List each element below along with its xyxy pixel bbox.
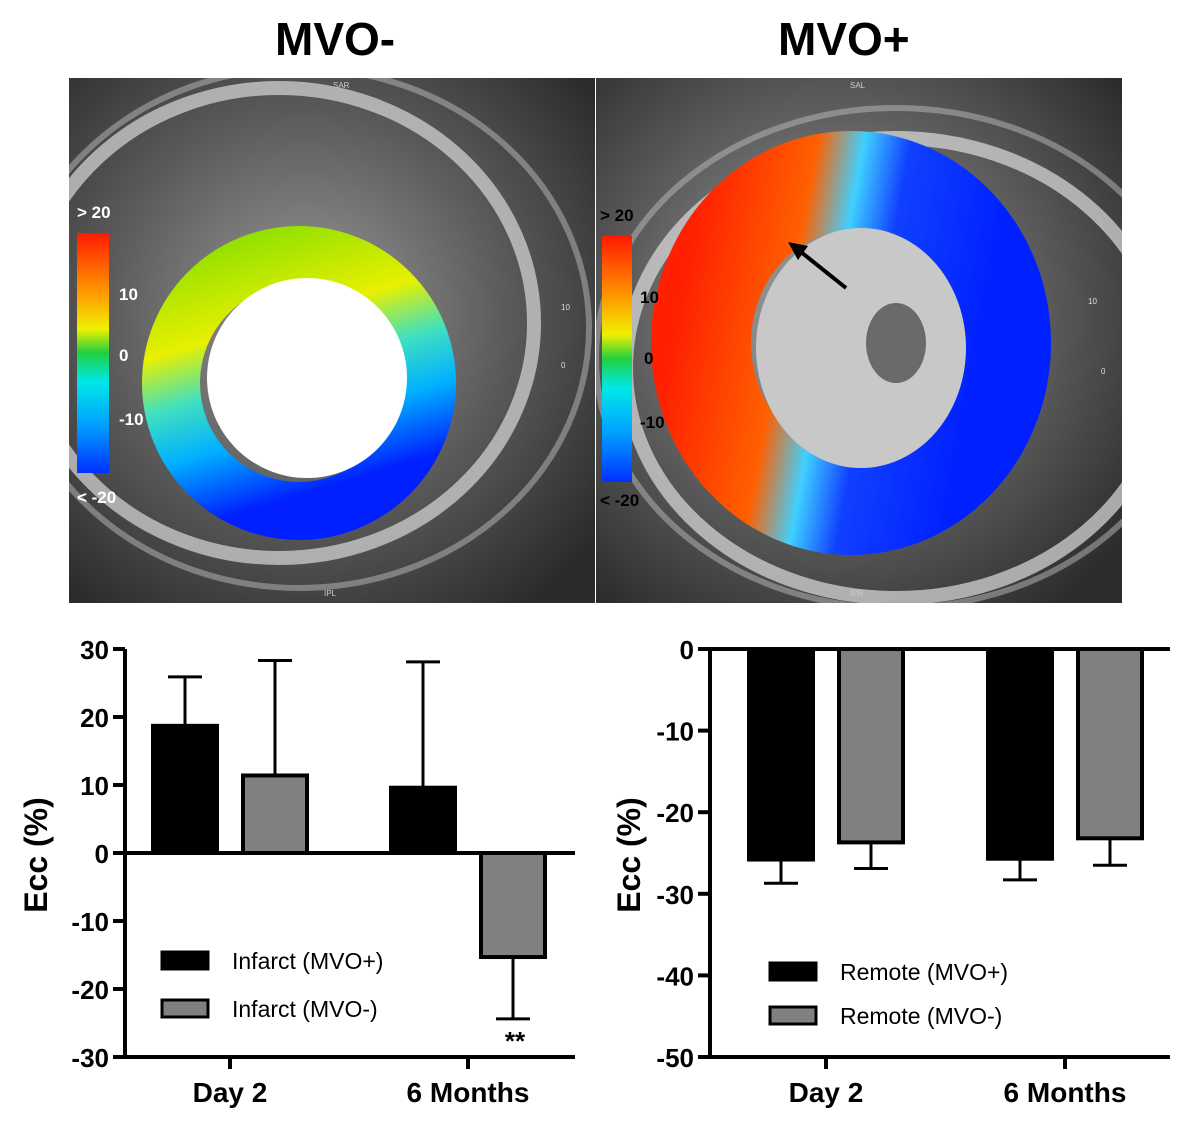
y-tick-label: -40 bbox=[656, 961, 694, 991]
y-ticks: 30 20 10 0 -10 -20 -30 bbox=[71, 635, 575, 1073]
scale-label-minus10: -10 bbox=[119, 410, 144, 429]
x-tick-label-day2: Day 2 bbox=[789, 1077, 864, 1108]
bar-infarct-mvo--6-months bbox=[389, 785, 457, 855]
legend: Remote (MVO+) Remote (MVO-) bbox=[768, 959, 1008, 1029]
y-axis-label: Ecc (%) bbox=[18, 797, 54, 913]
side-tick-0: 0 bbox=[561, 361, 566, 370]
bar-remote-mvo--day-2 bbox=[837, 647, 905, 845]
legend: Infarct (MVO+) Infarct (MVO-) bbox=[160, 948, 383, 1022]
orient-top-label: SAL bbox=[850, 81, 866, 90]
scale-label-0: 0 bbox=[119, 346, 128, 365]
scale-label-max: > 20 bbox=[77, 203, 111, 222]
bar-remote-mvo--6-months bbox=[986, 647, 1054, 861]
scale-label-10: 10 bbox=[119, 285, 138, 304]
scale-label-min: < -20 bbox=[77, 488, 116, 507]
x-tick-label-6months: 6 Months bbox=[407, 1077, 530, 1108]
y-axis-title: Ecc (%) bbox=[611, 797, 647, 913]
y-tick-label: 10 bbox=[80, 771, 109, 801]
scale-label-0: 0 bbox=[644, 349, 653, 368]
bars bbox=[151, 659, 547, 1021]
orient-bottom-label: IPL bbox=[324, 589, 337, 598]
legend-label-remote-mvo-minus: Remote (MVO-) bbox=[840, 1003, 1002, 1029]
side-tick-0: 0 bbox=[1101, 367, 1106, 376]
y-axis-title: Ecc (%) bbox=[18, 797, 54, 913]
y-tick-label: -20 bbox=[71, 975, 109, 1005]
y-tick-label: 0 bbox=[95, 839, 109, 869]
legend-label-remote-mvo-plus: Remote (MVO+) bbox=[840, 959, 1008, 985]
bar-infarct-mvo--day-2 bbox=[151, 723, 219, 855]
bar-remote-mvo--6-months bbox=[1076, 647, 1144, 841]
x-tick-label-6months: 6 Months bbox=[1004, 1077, 1127, 1108]
scale-label-max: > 20 bbox=[600, 206, 634, 225]
y-tick-label: -30 bbox=[71, 1043, 109, 1073]
y-tick-label: 20 bbox=[80, 703, 109, 733]
title-mvo-minus: MVO- bbox=[275, 13, 396, 65]
y-tick-label: -30 bbox=[656, 880, 694, 910]
side-tick-10: 10 bbox=[561, 303, 570, 312]
y-axis-label: Ecc (%) bbox=[611, 797, 647, 913]
bar-infarct-mvo--day-2 bbox=[241, 773, 309, 855]
mri-image-mvo-plus: SAL IPR > 20 10 0 -10 < -20 10 0 bbox=[596, 78, 1122, 603]
y-tick-label: -50 bbox=[656, 1043, 694, 1073]
y-tick-label: -10 bbox=[71, 907, 109, 937]
bars bbox=[747, 647, 1144, 885]
remote-strain-bar-chart: Ecc (%) 0-10-20-30-40-50 Day 2 6 Months … bbox=[611, 635, 1170, 1108]
legend-swatch-mvo-plus bbox=[160, 950, 210, 971]
x-tick-labels: Day 2 6 Months bbox=[193, 1077, 530, 1108]
side-tick-10: 10 bbox=[1088, 297, 1097, 306]
y-tick-label: -20 bbox=[656, 798, 694, 828]
significance-annotation: ** bbox=[505, 1026, 526, 1056]
orient-top-label: SAR bbox=[333, 81, 350, 90]
bar-remote-mvo--day-2 bbox=[747, 647, 815, 862]
scale-label-10: 10 bbox=[640, 288, 659, 307]
y-tick-label: 30 bbox=[80, 635, 109, 665]
scale-label-minus10: -10 bbox=[640, 413, 665, 432]
bar-infarct-mvo--6-months bbox=[479, 851, 547, 960]
legend-swatch-remote-mvo-minus bbox=[768, 1005, 818, 1026]
y-tick-label: 0 bbox=[680, 635, 694, 665]
orient-bottom-label: IPR bbox=[850, 589, 864, 598]
legend-swatch-remote-mvo-plus bbox=[768, 961, 818, 982]
mri-image-mvo-minus: SAR IPL > 20 10 0 -10 < -20 10 0 bbox=[69, 78, 595, 603]
scale-label-min: < -20 bbox=[600, 491, 639, 510]
legend-label-mvo-minus: Infarct (MVO-) bbox=[232, 996, 378, 1022]
legend-label-mvo-plus: Infarct (MVO+) bbox=[232, 948, 383, 974]
x-tick-labels: Day 2 6 Months bbox=[789, 1077, 1127, 1108]
y-tick-label: -10 bbox=[656, 717, 694, 747]
legend-swatch-mvo-minus bbox=[160, 998, 210, 1019]
title-mvo-plus: MVO+ bbox=[778, 13, 910, 65]
x-tick-label-day2: Day 2 bbox=[193, 1077, 268, 1108]
